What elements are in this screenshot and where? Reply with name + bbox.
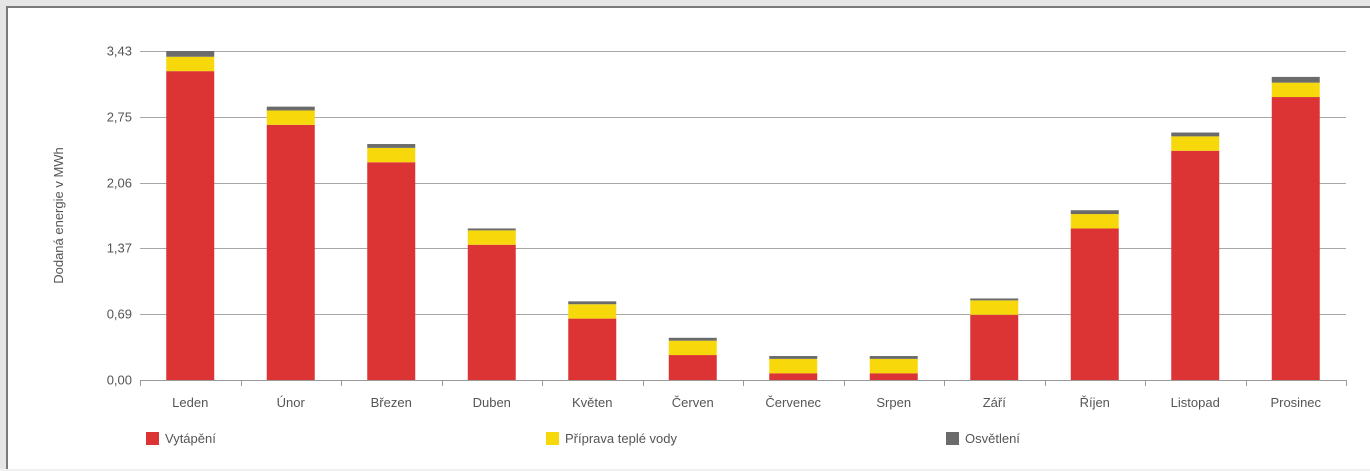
bar-segment (869, 356, 918, 359)
bar-segment (367, 144, 416, 148)
bar-segment (467, 244, 516, 380)
bar-segment (568, 301, 617, 305)
bar-segment (266, 110, 315, 125)
legend-swatch (146, 432, 159, 445)
x-tick-label: Září (983, 395, 1007, 410)
bar-segment (970, 314, 1019, 380)
bar-segment (970, 298, 1019, 301)
bar-segment (1171, 150, 1220, 380)
bar-segment (869, 373, 918, 380)
bar-segment (1271, 76, 1320, 83)
stacked-bar-chart: 0,00 0,69 1,37 2,06 2,75 3,43 Leden Únor Březen D… (51, 44, 1347, 446)
x-tick-label: Únor (277, 395, 306, 410)
grid-lines (140, 51, 1346, 381)
bar-segment (668, 337, 717, 341)
bar-segment (266, 124, 315, 380)
bar-segment (1070, 214, 1119, 229)
x-tick-label: Duben (473, 395, 511, 410)
bar-segment (1070, 228, 1119, 380)
bars (166, 51, 1320, 380)
y-tick-label: 2,75 (107, 110, 132, 125)
x-tick-label: Červenec (765, 395, 821, 410)
bar-segment (166, 71, 215, 380)
legend-swatch (546, 432, 559, 445)
x-tick-label: Říjen (1080, 395, 1110, 410)
bar-segment (266, 106, 315, 111)
bar-segment (970, 300, 1019, 315)
x-tick-label: Květen (572, 395, 612, 410)
bar-segment (467, 228, 516, 231)
bar-segment (769, 358, 818, 374)
y-tick-label: 3,43 (107, 44, 132, 59)
legend-swatch (946, 432, 959, 445)
bar-segment (1171, 132, 1220, 137)
bar-segment (769, 356, 818, 359)
chart-panel: 0,00 0,69 1,37 2,06 2,75 3,43 Leden Únor Březen D… (6, 6, 1370, 469)
bar-segment (1070, 210, 1119, 215)
x-tick-label: Srpen (876, 395, 911, 410)
bar-segment (668, 340, 717, 356)
bar-segment (1171, 136, 1220, 151)
legend-label: Vytápění (165, 431, 216, 446)
bar-segment (367, 162, 416, 380)
x-tick-label: Březen (371, 395, 412, 410)
y-tick-label: 2,06 (107, 176, 132, 191)
y-tick-label: 1,37 (107, 241, 132, 256)
x-tick-label: Listopad (1171, 395, 1220, 410)
bar-segment (769, 373, 818, 380)
legend-label: Osvětlení (965, 431, 1020, 446)
x-tick-label: Prosinec (1270, 395, 1321, 410)
x-tick-label: Leden (172, 395, 208, 410)
legend: Vytápění Příprava teplé vody Osvětlení (146, 431, 1020, 446)
y-tick-label: 0,00 (107, 373, 132, 388)
x-tick-label: Červen (672, 395, 714, 410)
bar-segment (166, 56, 215, 72)
y-axis-title: Dodaná energie v MWh (51, 147, 66, 284)
bar-segment (166, 51, 215, 57)
legend-label: Příprava teplé vody (565, 431, 678, 446)
y-tick-label: 0,69 (107, 307, 132, 322)
bar-segment (467, 230, 516, 245)
bar-segment (668, 355, 717, 380)
bar-segment (568, 304, 617, 319)
bar-segment (367, 147, 416, 163)
bar-segment (869, 358, 918, 374)
bar-segment (568, 318, 617, 380)
bar-segment (1271, 82, 1320, 98)
axes: 0,00 0,69 1,37 2,06 2,75 3,43 Leden Únor Březen D… (107, 44, 1347, 410)
bar-segment (1271, 97, 1320, 380)
